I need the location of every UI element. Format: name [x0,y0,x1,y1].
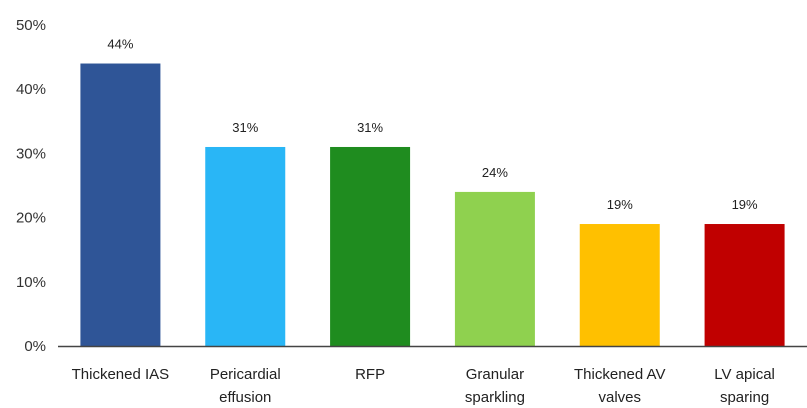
data-label: 24% [482,165,508,180]
x-tick-label: Thickened IAS [72,366,170,383]
data-labels: 44% 31% 31% 24% 19% 19% [107,37,758,213]
data-label: 44% [107,37,133,52]
x-tick-label: RFP [355,366,385,383]
category-labels: Thickened IAS Pericardial effusion RFP Granu… [72,366,775,406]
x-tick-label: sparing [720,389,769,406]
data-label: 31% [357,120,383,135]
x-tick-label: effusion [219,389,271,406]
y-tick-label: 0% [24,338,46,355]
x-tick-label: sparkling [465,389,525,406]
bar [454,191,535,346]
y-tick-label: 50% [16,17,46,34]
x-tick-label: Granular [466,366,524,383]
data-label: 19% [732,197,758,212]
x-tick-label: Pericardial [210,366,281,383]
x-tick-label: LV apical [714,366,775,383]
bar [205,146,286,346]
x-tick-label: valves [598,389,641,406]
data-label: 19% [607,197,633,212]
y-tick-label: 20% [16,210,46,227]
bar [330,146,411,346]
y-tick-label: 10% [16,274,46,291]
data-label: 31% [232,120,258,135]
y-axis-ticks: 0% 10% 20% 30% 40% 50% [16,17,46,355]
bar [704,224,785,346]
y-tick-label: 40% [16,81,46,98]
bar [579,224,660,346]
bars [80,63,785,347]
x-tick-label: Thickened AV [574,366,665,383]
y-tick-label: 30% [16,145,46,162]
bar [80,63,161,347]
